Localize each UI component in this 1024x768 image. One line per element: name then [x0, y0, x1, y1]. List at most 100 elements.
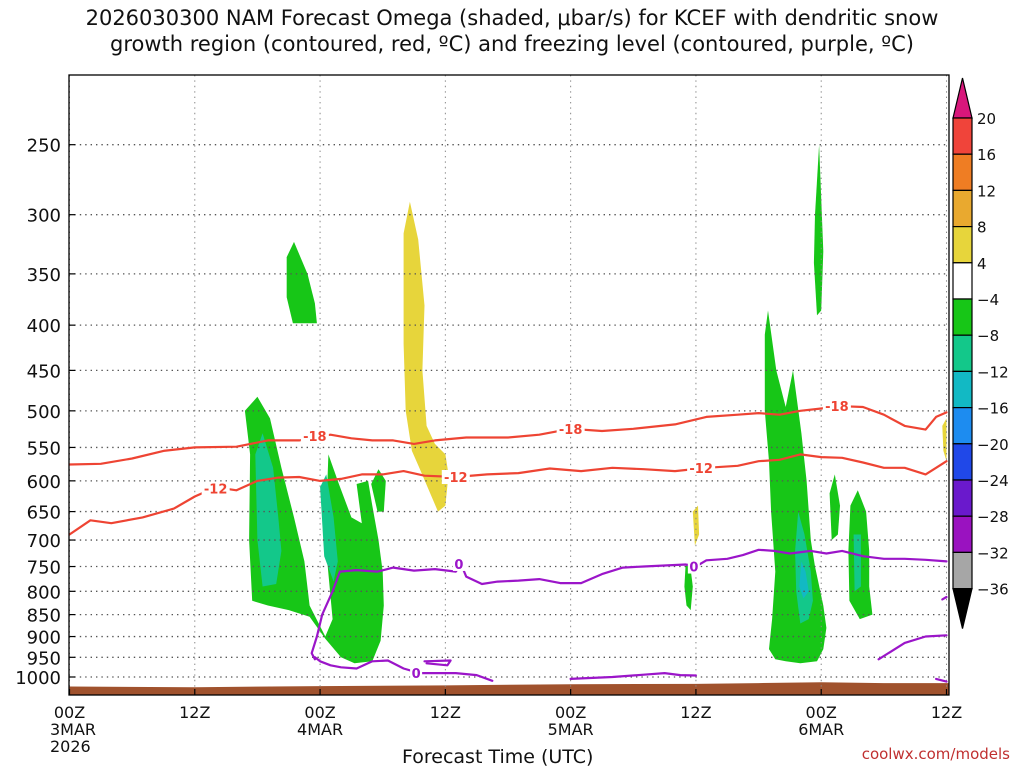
x-tick-label: 4MAR	[297, 720, 343, 739]
contour-line	[423, 659, 452, 667]
plot-border	[68, 74, 950, 696]
omega-region	[799, 561, 809, 599]
colorbar-tick-label: −16	[977, 400, 1009, 418]
contour-labels: -18 -18 -18 -12 -12 -12 0 0 0	[201, 399, 851, 682]
contour-line	[877, 634, 948, 661]
y-tick-label: 850	[27, 606, 61, 627]
colorbar-tick-label: 20	[977, 110, 996, 128]
chart-title-line-2: growth region (contoured, red, ºC) and f…	[110, 32, 914, 56]
chart-title-line-1: 2026030300 NAM Forecast Omega (shaded, μ…	[85, 6, 939, 30]
x-tick-label: 00Z	[304, 703, 335, 722]
colorbar-bin	[952, 515, 973, 554]
colorbar-tick-label: −8	[977, 327, 999, 345]
plot-grid	[69, 75, 949, 695]
y-tick-label: 550	[27, 438, 61, 459]
colorbar-tick-label: −20	[977, 436, 1009, 454]
contour-label: -18	[559, 423, 583, 438]
x-tick-label: 3MAR	[50, 720, 96, 739]
contour-label: -12	[204, 482, 228, 497]
y-tick-label: 250	[27, 136, 61, 157]
y-tick-label: 600	[27, 472, 61, 493]
x-tick-label: 2026	[50, 737, 91, 756]
contour-line	[935, 677, 948, 683]
omega-region	[684, 561, 693, 611]
colorbar-tick-label: −36	[977, 581, 1009, 599]
omega-region	[371, 469, 386, 512]
colorbar-bin	[952, 262, 973, 300]
y-tick-label: 300	[27, 206, 61, 227]
colorbar-tick-label: −32	[977, 544, 1009, 562]
contour-line	[313, 656, 494, 682]
colorbar-bin	[952, 370, 973, 409]
contour-label-bg	[452, 556, 465, 571]
plot-frame	[68, 74, 950, 696]
omega-region	[813, 144, 824, 316]
source-credit: coolwx.com/models	[861, 745, 1010, 763]
y-tick-label: 750	[27, 558, 61, 579]
colorbar-bin	[952, 334, 973, 373]
contour-line	[310, 548, 948, 661]
contour-label: -18	[303, 430, 327, 445]
omega-region	[692, 505, 700, 546]
omega-region	[853, 534, 861, 592]
x-axis-title: Forecast Time (UTC)	[402, 746, 594, 768]
y-tick-label: 500	[27, 402, 61, 423]
y-tick-label: 650	[27, 503, 61, 524]
omega-region	[764, 310, 827, 664]
contour-label-bg	[201, 481, 230, 496]
omega-region	[255, 433, 282, 587]
x-tick-label: 12Z	[430, 703, 461, 722]
contour-label: 0	[454, 558, 463, 573]
contour-label-bg	[687, 460, 716, 475]
x-tick-label: 6MAR	[798, 720, 844, 739]
omega-region	[829, 474, 840, 540]
omega-region	[320, 474, 338, 582]
colorbar-bin	[952, 443, 973, 481]
x-tick-label: 00Z	[806, 703, 837, 722]
omega-region	[942, 418, 947, 462]
y-axis: 2503003504004505005506006507007508008509…	[15, 136, 75, 689]
colorbar-tick-label: 16	[977, 146, 996, 164]
x-tick-label: 12Z	[179, 703, 210, 722]
colorbar-tick-label: −24	[977, 472, 1009, 490]
contour-label-bg	[687, 559, 700, 574]
colorbar-bin	[952, 551, 973, 590]
x-tick-label: 5MAR	[548, 720, 594, 739]
terrain-fill	[69, 682, 949, 695]
y-tick-label: 350	[27, 265, 61, 286]
y-tick-label: 450	[27, 361, 61, 382]
y-tick-label: 700	[27, 531, 61, 552]
contour-label-bg	[822, 399, 851, 414]
colorbar-arrow-top	[952, 77, 973, 119]
contour-label: -12	[444, 471, 468, 486]
colorbar-bin	[952, 189, 973, 228]
colorbar-tick-label: −4	[977, 291, 999, 309]
omega-region	[286, 241, 317, 324]
contour-label-bg	[441, 469, 470, 484]
contour-label: 0	[689, 561, 698, 576]
contour-label-bg	[556, 421, 585, 436]
colorbar-bin	[952, 479, 973, 517]
y-tick-label: 400	[27, 316, 61, 337]
contour-label-bg	[300, 429, 329, 444]
colorbar-tick-label: −12	[977, 363, 1009, 381]
contour-label: 0	[412, 667, 421, 682]
y-tick-label: 800	[27, 582, 61, 603]
terrain-area	[69, 682, 949, 695]
colorbar-bin	[952, 153, 973, 191]
colorbar-tick-label: 4	[977, 255, 987, 273]
colorbar-bin	[952, 298, 973, 336]
colorbar-bin	[952, 407, 973, 445]
contour-line	[69, 453, 948, 536]
contour-line	[941, 595, 948, 601]
x-tick-label: 12Z	[680, 703, 711, 722]
colorbar-tick-label: −28	[977, 508, 1009, 526]
colorbar-bin	[952, 226, 973, 264]
x-tick-label: 00Z	[555, 703, 586, 722]
colorbar-tick-label: 8	[977, 219, 987, 237]
y-tick-label: 950	[27, 648, 61, 669]
colorbar-arrow-bottom	[952, 588, 973, 629]
y-tick-label: 900	[27, 628, 61, 649]
